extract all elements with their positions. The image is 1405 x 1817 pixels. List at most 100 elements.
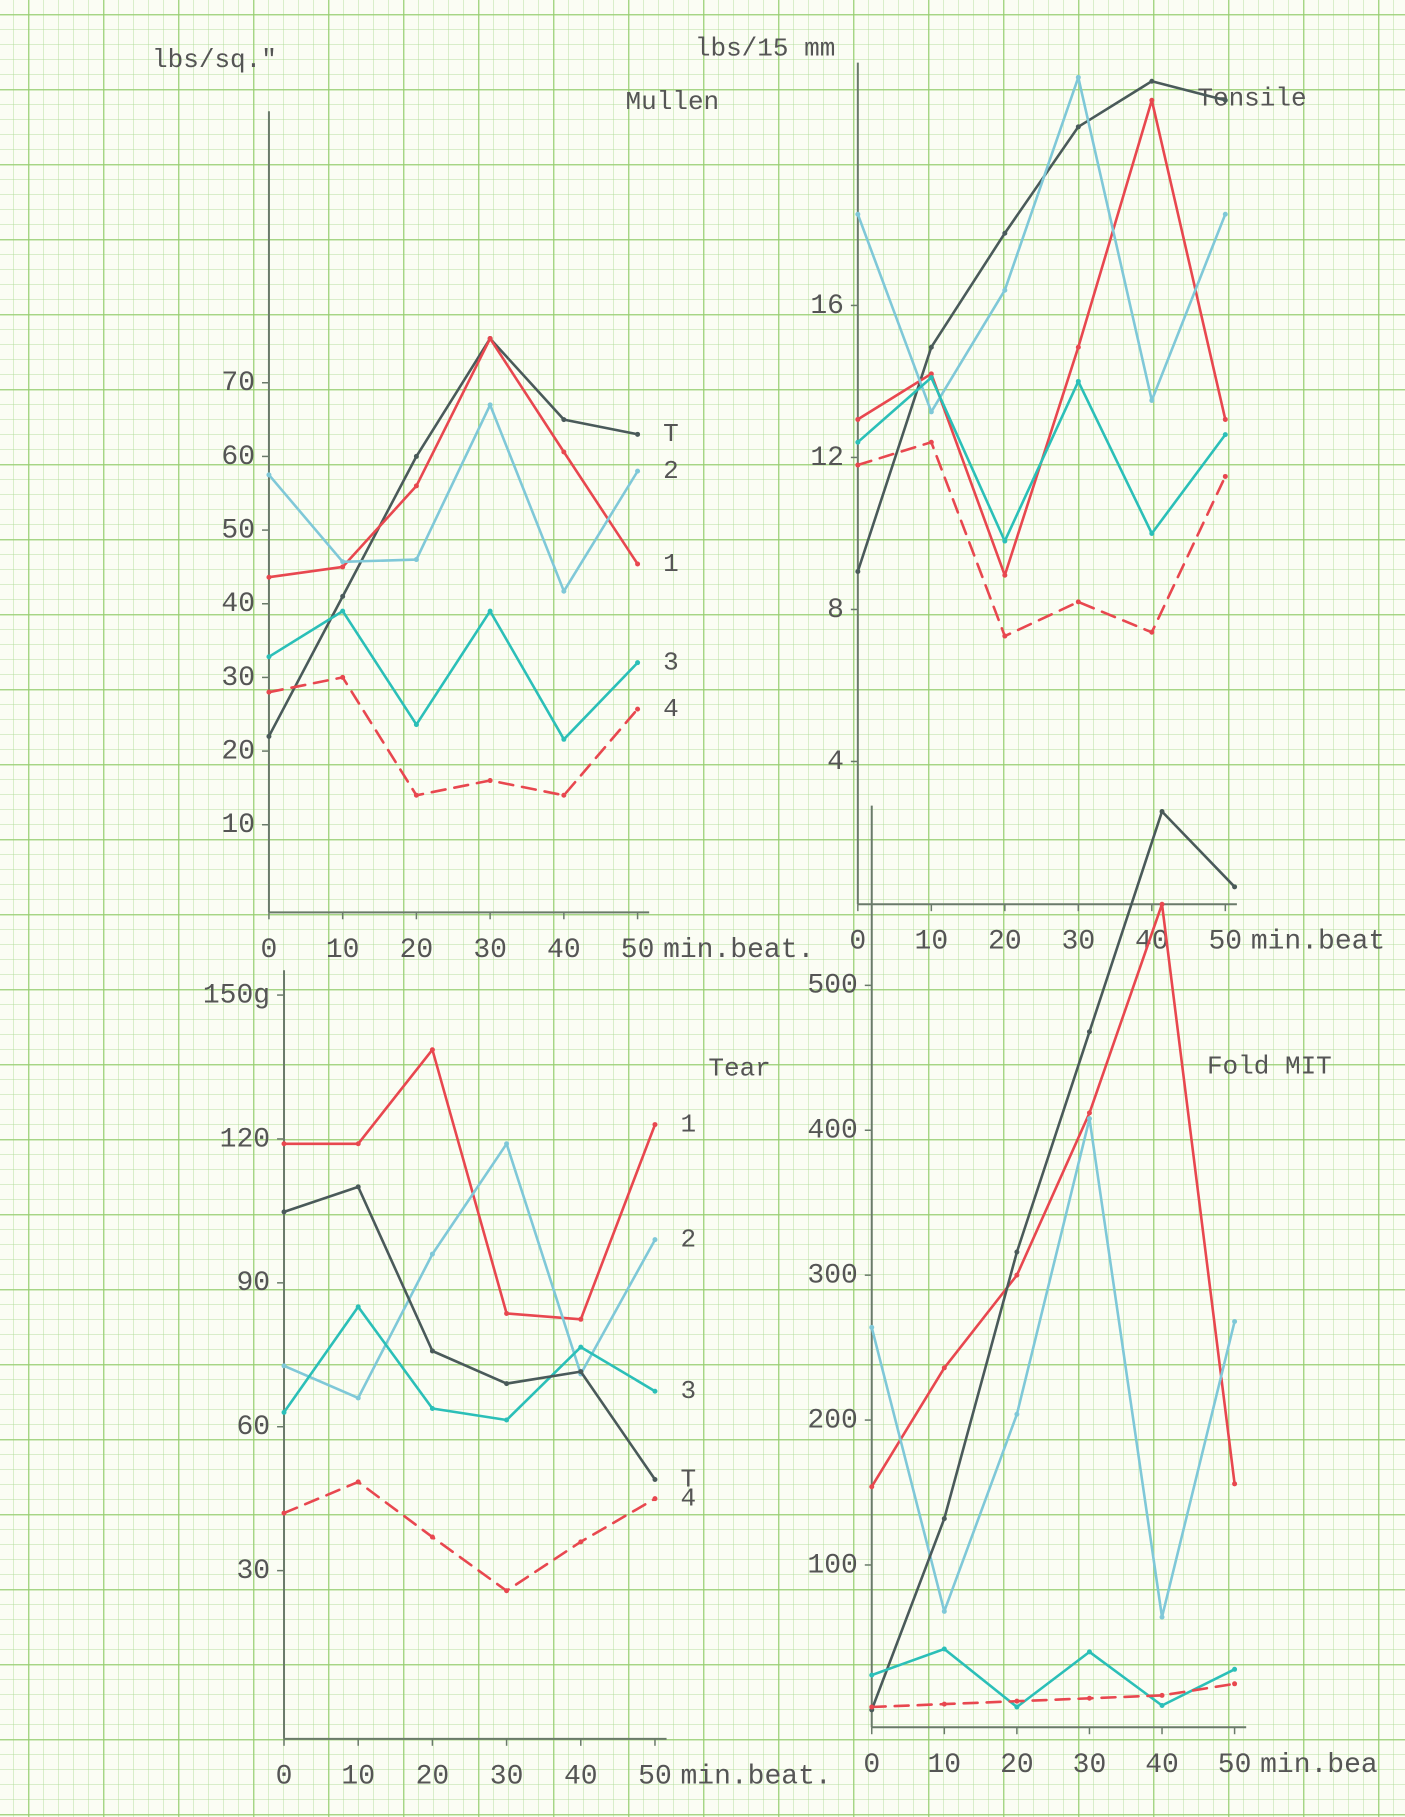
data-point <box>855 212 860 217</box>
data-point <box>1087 1696 1092 1701</box>
data-point <box>1149 630 1154 635</box>
data-point <box>340 675 345 680</box>
data-point <box>430 1535 435 1540</box>
y-tick-label: 120 <box>220 1124 270 1155</box>
chart-sheet: Mullenlbs/sq."1020304050607001020304050m… <box>0 0 1405 1817</box>
x-tick-label: 0 <box>261 935 278 966</box>
data-point <box>869 1484 874 1489</box>
series-line <box>858 81 1226 571</box>
data-point <box>414 483 419 488</box>
data-point <box>1232 1681 1237 1686</box>
data-point <box>1014 1249 1019 1254</box>
data-point <box>488 336 493 341</box>
y-tick-label: 16 <box>810 291 844 322</box>
data-point <box>1002 231 1007 236</box>
data-point <box>929 440 934 445</box>
series-label: 2 <box>680 1225 696 1255</box>
data-point <box>635 561 640 566</box>
data-point <box>1014 1704 1019 1709</box>
data-point <box>578 1539 583 1544</box>
data-point <box>504 1381 509 1386</box>
x-tick-label: 10 <box>341 1761 375 1792</box>
data-point <box>561 793 566 798</box>
y-tick-label: 30 <box>221 663 255 694</box>
x-tick-label: 0 <box>863 1750 880 1781</box>
data-point <box>869 1325 874 1330</box>
data-point <box>504 1418 509 1423</box>
data-point <box>929 375 934 380</box>
data-point <box>430 1047 435 1052</box>
series-line <box>269 339 638 737</box>
data-point <box>869 1704 874 1709</box>
x-tick-label: 20 <box>1000 1750 1034 1781</box>
data-point <box>1149 531 1154 536</box>
x-tick-label: 50 <box>1209 927 1243 958</box>
series-label: T <box>663 419 679 449</box>
x-tick-label: 20 <box>416 1761 450 1792</box>
data-point <box>430 1348 435 1353</box>
data-point <box>504 1141 509 1146</box>
series-line <box>284 1482 655 1591</box>
data-point <box>652 1477 657 1482</box>
data-point <box>488 609 493 614</box>
data-point <box>266 734 271 739</box>
data-point <box>356 1304 361 1309</box>
y-tick-label: 50 <box>221 515 255 546</box>
y-tick-label: 100 <box>807 1550 857 1581</box>
data-point <box>942 1365 947 1370</box>
x-tick-label: 0 <box>849 927 866 958</box>
data-point <box>1002 539 1007 544</box>
y-tick-label: 30 <box>236 1556 270 1587</box>
data-point <box>414 454 419 459</box>
data-point <box>1223 432 1228 437</box>
data-point <box>635 707 640 712</box>
data-point <box>578 1369 583 1374</box>
data-point <box>414 793 419 798</box>
y-tick-label: 40 <box>221 589 255 620</box>
x-tick-label: 50 <box>638 1761 672 1792</box>
data-point <box>942 1609 947 1614</box>
data-point <box>1002 288 1007 293</box>
y-tick-label: 4 <box>827 747 844 778</box>
x-tick-label: 20 <box>400 935 434 966</box>
data-point <box>1149 79 1154 84</box>
data-point <box>1076 124 1081 129</box>
data-point <box>282 1141 287 1146</box>
data-point <box>1076 75 1081 80</box>
x-tick-label: 20 <box>988 927 1022 958</box>
data-point <box>1149 398 1154 403</box>
data-point <box>356 1395 361 1400</box>
data-point <box>340 609 345 614</box>
data-point <box>855 417 860 422</box>
series-line <box>872 904 1235 1486</box>
y-tick-label: 300 <box>807 1261 857 1292</box>
y-tick-label: 60 <box>221 442 255 473</box>
data-point <box>1002 573 1007 578</box>
data-point <box>282 1511 287 1516</box>
data-point <box>1232 1667 1237 1672</box>
x-tick-label: 50 <box>1218 1750 1252 1781</box>
data-point <box>635 432 640 437</box>
data-point <box>1087 1116 1092 1121</box>
series-label: 4 <box>663 694 679 724</box>
data-point <box>942 1647 947 1652</box>
data-point <box>504 1311 509 1316</box>
series-label: 3 <box>680 1376 696 1406</box>
data-point <box>1160 1693 1165 1698</box>
x-axis-label: min.beat. <box>680 1761 831 1792</box>
data-point <box>1160 809 1165 814</box>
data-point <box>356 1479 361 1484</box>
data-point <box>561 589 566 594</box>
data-point <box>414 722 419 727</box>
data-point <box>635 660 640 665</box>
data-point <box>1232 884 1237 889</box>
data-point <box>1160 1703 1165 1708</box>
series-line <box>284 1307 655 1420</box>
data-point <box>1087 1649 1092 1654</box>
y-tick-label: 70 <box>221 368 255 399</box>
x-axis-label: min.bea <box>1260 1750 1378 1781</box>
data-point <box>430 1252 435 1257</box>
series-line <box>858 100 1226 575</box>
data-point <box>1087 1110 1092 1115</box>
y-tick-label: 20 <box>221 736 255 767</box>
